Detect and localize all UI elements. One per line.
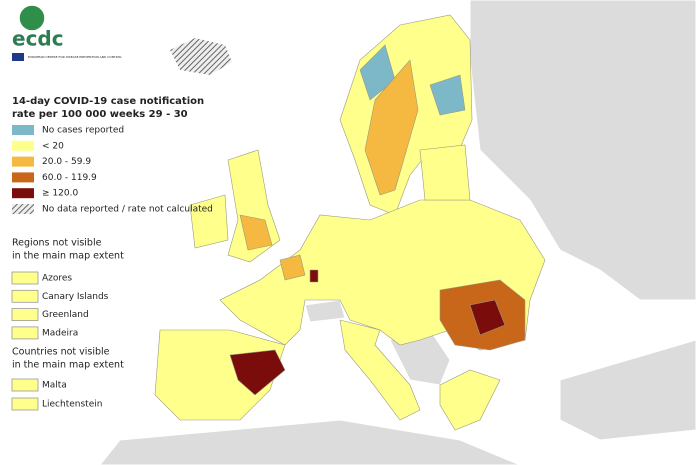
section-heading: in the main map extent	[12, 251, 124, 262]
eu-flag	[12, 53, 24, 61]
legend-label: < 20	[42, 141, 64, 151]
legend-label: No data reported / rate not calculated	[42, 205, 213, 215]
logo-text: ecdc	[12, 27, 64, 51]
inset-box	[11, 289, 39, 303]
legend-label: 60.0 - 119.9	[42, 173, 97, 183]
italy	[339, 319, 421, 421]
legend-label: No cases reported	[42, 126, 124, 136]
inset-label: Liechtenstein	[42, 400, 102, 410]
switzerland	[304, 299, 346, 323]
section-heading: Countries not visible	[12, 347, 110, 358]
iceland	[170, 38, 232, 75]
inset-label: Azores	[42, 274, 72, 284]
inset-label: Madeira	[42, 328, 78, 338]
inset-box	[11, 397, 39, 411]
turkey-area	[559, 339, 696, 441]
legend-swatch	[12, 156, 34, 167]
greece	[439, 369, 501, 431]
legend-swatch	[12, 140, 34, 151]
legend-swatch	[12, 172, 34, 183]
inset-box	[11, 326, 39, 340]
inset-box	[11, 308, 39, 322]
dark-regions	[229, 269, 506, 396]
inset-box	[11, 378, 39, 392]
inset-box	[11, 271, 39, 285]
ireland	[189, 194, 229, 249]
legend-swatch	[12, 125, 34, 135]
logo-subtext: EUROPEAN CENTRE FOR DISEASE PREVENTION A…	[28, 55, 122, 59]
orange-regions	[239, 59, 419, 281]
logo-globe	[18, 4, 46, 32]
legend-swatch	[12, 204, 34, 214]
legend-swatch	[12, 188, 34, 199]
inset-label: Greenland	[42, 310, 89, 320]
inset-label: Malta	[42, 381, 67, 391]
logo: ecdc EUROPEAN CENTRE FOR DISEASE PREVENT…	[12, 4, 122, 61]
baltics	[419, 144, 471, 201]
legend: 14-day COVID-19 case notification rate pe…	[11, 96, 213, 411]
legend-label: 20.0 - 59.9	[42, 157, 91, 167]
section-heading: Regions not visible	[12, 238, 102, 249]
russia-area	[469, 0, 696, 301]
africa	[99, 419, 521, 465]
section-heading: in the main map extent	[12, 360, 124, 371]
inset-label: Canary Islands	[42, 292, 109, 302]
legend-label: ≥ 120.0	[42, 189, 78, 199]
legend-title: 14-day COVID-19 case notification	[12, 96, 204, 107]
legend-title: rate per 100 000 weeks 29 - 30	[12, 109, 188, 120]
